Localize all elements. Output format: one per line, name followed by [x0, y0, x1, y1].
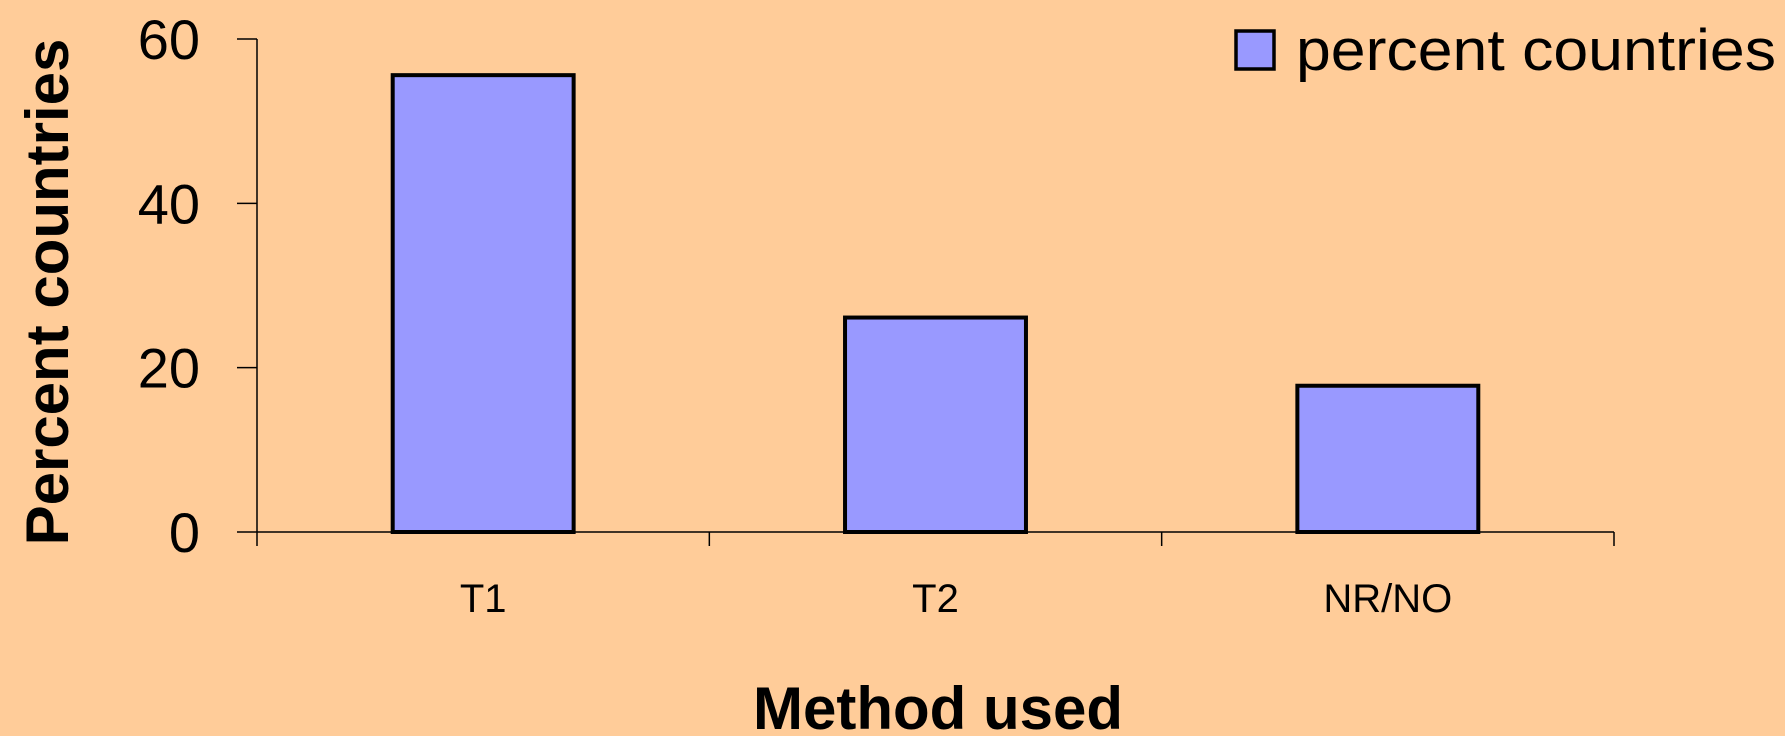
- y-tick-label: 60: [138, 8, 200, 71]
- bar-t1: [390, 73, 576, 535]
- x-tick-label: T2: [912, 577, 959, 621]
- y-axis-title: Percent countries: [14, 39, 81, 546]
- x-tick-label: T1: [460, 577, 507, 621]
- legend-label: percent countries: [1296, 18, 1776, 83]
- y-tick-label: 40: [138, 172, 200, 235]
- legend-swatch: [1234, 29, 1276, 71]
- x-axis-title: Method used: [753, 675, 1123, 736]
- x-ticks: T1 T2 NR/NO: [256, 532, 1615, 621]
- legend: percent countries: [1234, 18, 1776, 83]
- y-tick-label: 20: [138, 337, 200, 400]
- bar-nr-no: [1295, 383, 1481, 535]
- y-tick-label: 0: [169, 501, 200, 564]
- y-ticks: 0 20 40 60: [138, 8, 257, 564]
- x-tick-label: NR/NO: [1323, 577, 1452, 621]
- bars: [390, 73, 1481, 535]
- bar-t2: [843, 315, 1028, 535]
